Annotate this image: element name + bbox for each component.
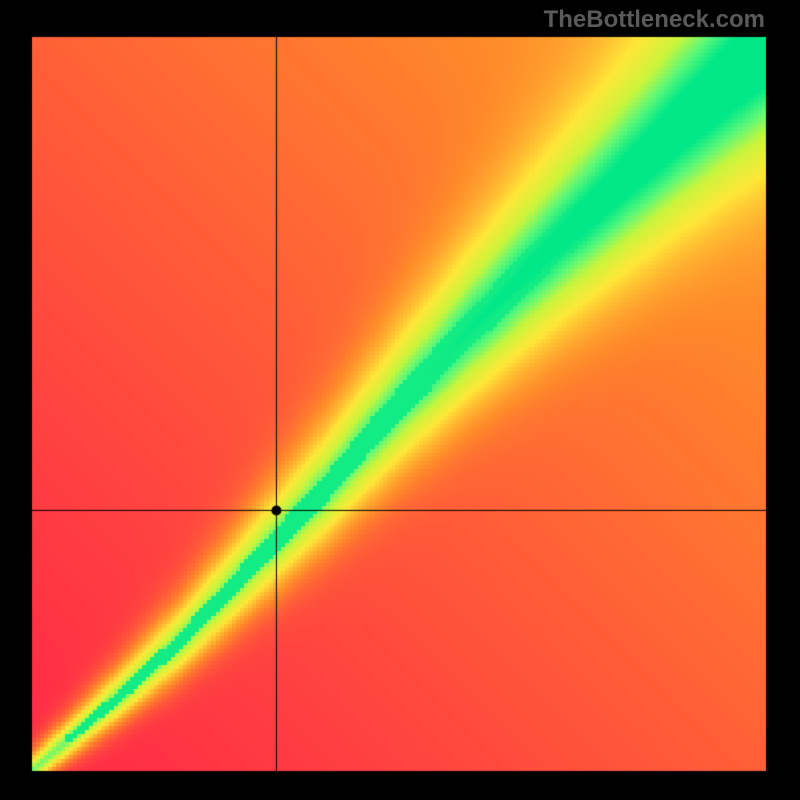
watermark-text: TheBottleneck.com [544, 6, 765, 34]
bottleneck-heatmap [0, 0, 800, 800]
chart-container: TheBottleneck.com [0, 0, 800, 800]
